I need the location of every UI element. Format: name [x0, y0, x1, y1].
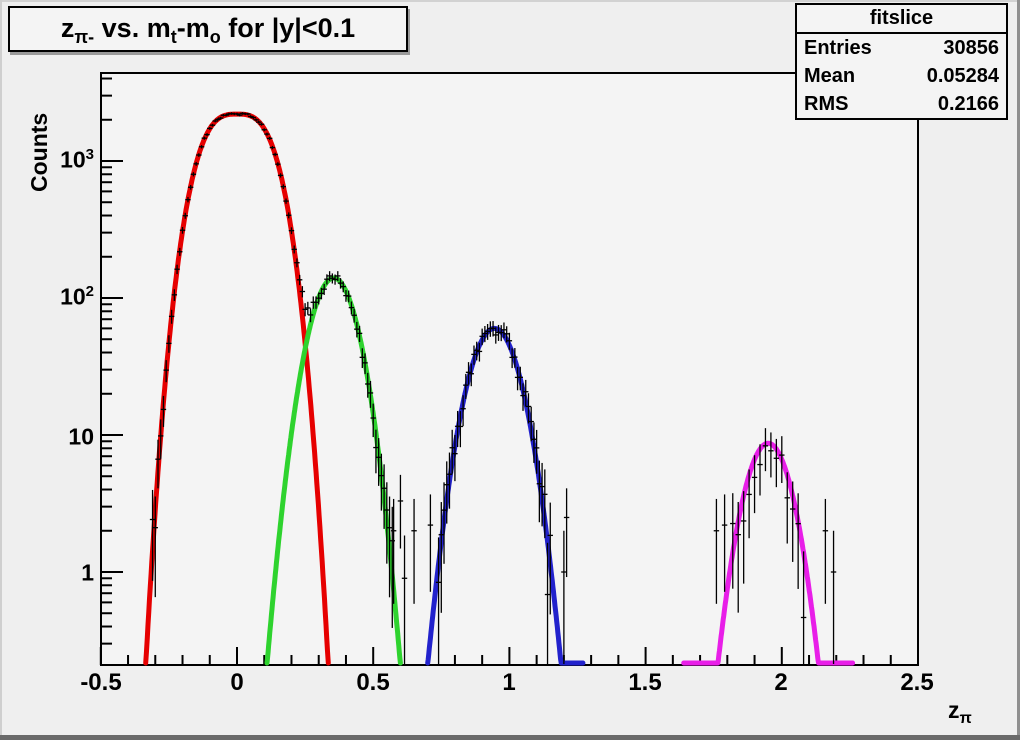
plot-title-box: zπ- vs. mt-mo for |y|<0.1 [8, 6, 408, 52]
stats-label: Mean [804, 65, 856, 87]
stats-value: 30856 [943, 37, 999, 59]
stats-label: RMS [804, 93, 849, 115]
stats-row-entries: Entries 30856 [797, 34, 1006, 62]
stats-value: 0.05284 [926, 65, 999, 87]
canvas-bevel-right [1017, 0, 1020, 740]
canvas-bevel-bottom [0, 735, 1020, 740]
canvas-bevel-top [0, 0, 1020, 2]
stats-box-title: fitslice [797, 5, 1006, 34]
y-tick-label-10: 10 [68, 423, 94, 450]
x-tick-label: -0.5 [80, 669, 122, 696]
stats-box: fitslice Entries 30856 Mean 0.05284 RMS … [795, 3, 1008, 120]
stats-row-rms: RMS 0.2166 [797, 90, 1006, 118]
y-tick-label-100: 102 [60, 283, 94, 310]
x-tick-label: 1 [502, 669, 516, 696]
x-tick-label: 2.5 [900, 669, 934, 696]
y-tick-label-1: 1 [81, 559, 94, 586]
canvas-bevel-left [0, 0, 2, 740]
x-axis-title: zπ [948, 697, 972, 727]
stats-value: 0.2166 [937, 93, 999, 115]
stats-row-mean: Mean 0.05284 [797, 62, 1006, 90]
x-tick-label: 2 [774, 669, 788, 696]
y-tick-label-1000: 103 [60, 146, 94, 173]
x-tick-label: 0 [230, 669, 244, 696]
x-tick-label: 1.5 [628, 669, 662, 696]
stats-label: Entries [804, 37, 872, 59]
plot-title: zπ- vs. mt-mo for |y|<0.1 [60, 13, 356, 47]
x-tick-label: 0.5 [356, 669, 390, 696]
